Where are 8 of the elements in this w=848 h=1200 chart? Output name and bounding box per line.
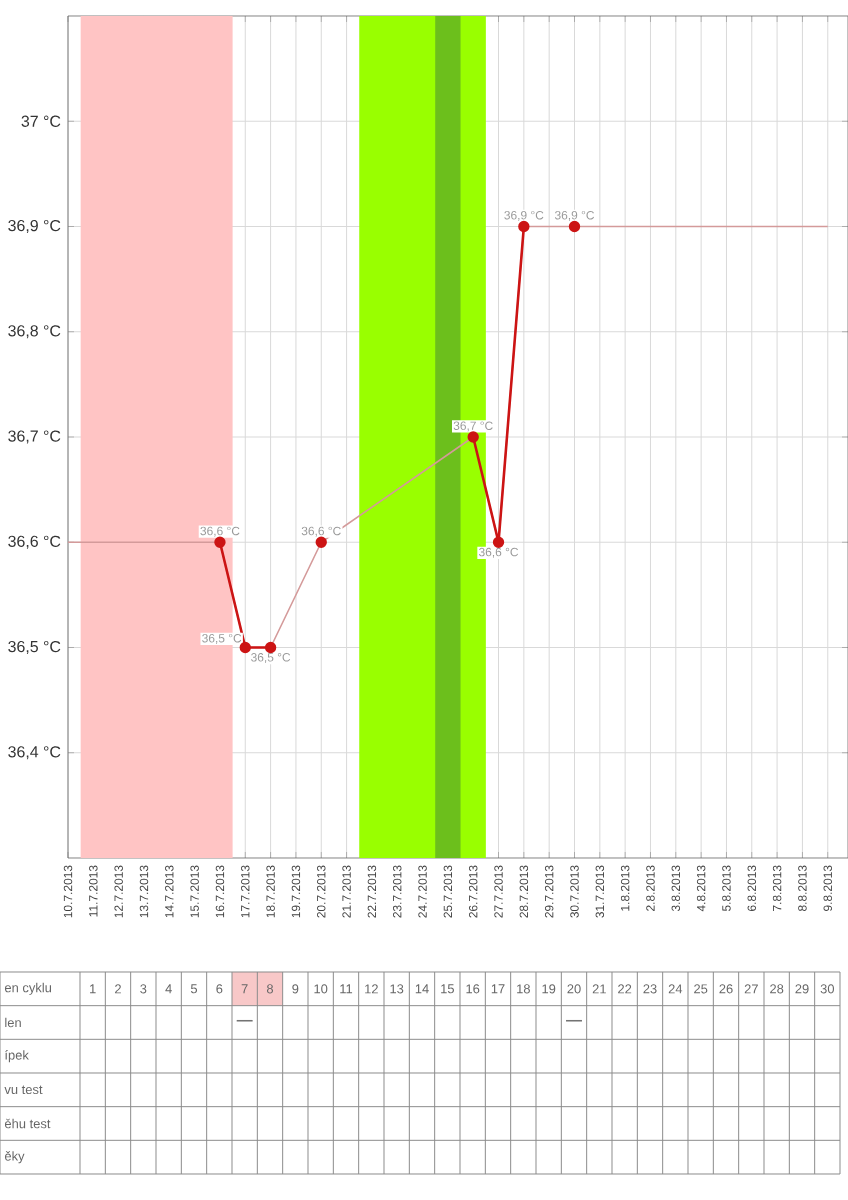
point [264,641,277,654]
point [315,536,327,548]
point [214,536,226,548]
point [239,641,251,654]
point [467,431,479,443]
point [492,536,505,548]
point [518,220,530,233]
point [568,220,581,233]
